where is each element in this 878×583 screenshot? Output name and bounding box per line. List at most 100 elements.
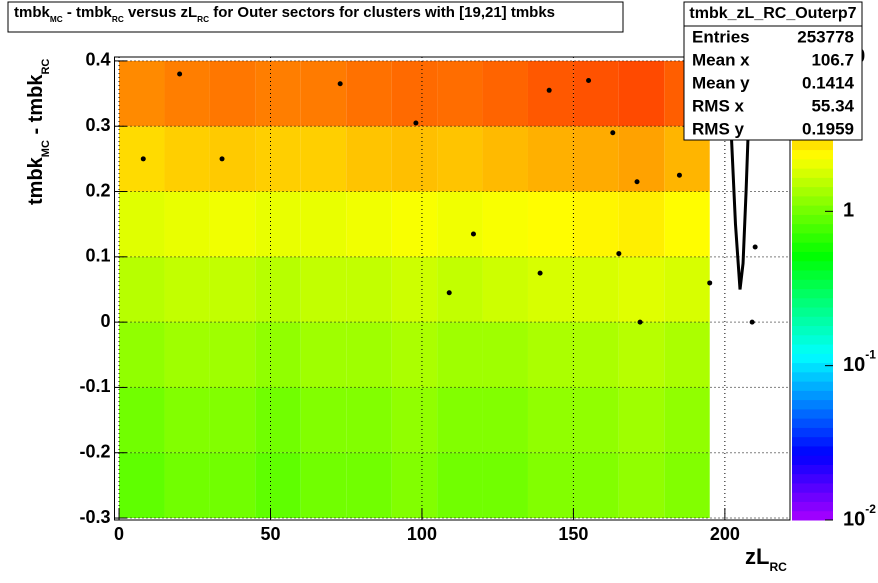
heat-cell xyxy=(437,452,483,519)
y-tick-label: -0.1 xyxy=(79,376,110,396)
palette-swatch xyxy=(792,223,833,234)
stats-key: RMS y xyxy=(692,119,745,138)
profile-point xyxy=(676,172,682,178)
heat-cell xyxy=(482,191,528,257)
heat-cell xyxy=(209,387,256,453)
profile-point xyxy=(707,280,713,286)
stats-value: 55.34 xyxy=(811,96,854,115)
profile-point xyxy=(749,319,755,325)
chart-title: tmbkMC - tmbkRC versus zLRC for Outer se… xyxy=(14,4,555,24)
palette-swatch xyxy=(792,149,833,160)
palette-swatch xyxy=(792,371,833,382)
palette-swatch xyxy=(792,455,833,465)
heat-cell xyxy=(618,191,665,257)
z-tick-label: 10-2 xyxy=(843,502,876,530)
heat-cell xyxy=(437,126,483,192)
palette-swatch xyxy=(792,297,833,308)
heat-cell xyxy=(618,322,665,388)
heat-cell xyxy=(391,191,438,257)
heat-cell xyxy=(119,256,165,323)
stats-value: 106.7 xyxy=(811,50,854,69)
chart-title-part: tmbk xyxy=(14,4,50,21)
heat-cell xyxy=(527,256,574,323)
heat-cell xyxy=(482,322,528,388)
heat-cell xyxy=(391,387,438,453)
heat-cell xyxy=(527,60,574,127)
palette-swatch xyxy=(792,140,833,151)
heat-cell xyxy=(164,60,210,127)
profile-point xyxy=(586,78,592,84)
heat-cell xyxy=(119,191,165,257)
palette-swatch xyxy=(792,177,833,188)
palette-swatch xyxy=(792,158,833,169)
heat-cell xyxy=(527,452,574,519)
heat-cell xyxy=(209,60,256,127)
heat-cell xyxy=(664,452,710,519)
heat-cell xyxy=(573,256,619,323)
palette-swatch xyxy=(792,445,833,456)
heat-cell xyxy=(618,60,665,127)
plot-border xyxy=(114,56,791,521)
heat-cell xyxy=(391,256,438,323)
heat-cell xyxy=(527,387,574,453)
palette-swatch xyxy=(792,473,833,484)
heat-cell xyxy=(346,256,392,323)
palette-swatch xyxy=(792,353,833,364)
heat-cell xyxy=(346,60,392,127)
palette-swatch xyxy=(792,501,833,512)
heat-cell xyxy=(255,387,301,453)
profile-point xyxy=(537,270,543,276)
heat-cell xyxy=(164,322,210,388)
heat-cell xyxy=(255,452,301,519)
heat-cell xyxy=(255,126,301,192)
heat-cell xyxy=(527,191,574,257)
y-axis-label-part: MC xyxy=(40,140,52,157)
heat-cell xyxy=(300,256,347,323)
palette-swatch xyxy=(792,464,833,475)
stats-key: Mean x xyxy=(692,50,750,69)
profile-point xyxy=(752,244,758,250)
stats-box xyxy=(683,1,863,141)
y-tick-label: 0.1 xyxy=(85,246,110,266)
y-axis-label-part: tmbk xyxy=(25,156,47,205)
heat-cell xyxy=(482,60,528,127)
heat-cell xyxy=(300,387,347,453)
chart-title-part: MC xyxy=(50,15,63,24)
heat-cell xyxy=(209,322,256,388)
profile-point xyxy=(470,231,476,237)
y-tick-label: 0.3 xyxy=(85,115,110,135)
stats-key: RMS x xyxy=(692,96,745,115)
palette-swatch xyxy=(792,408,833,419)
palette-swatch xyxy=(792,427,833,438)
y-tick-label: 0 xyxy=(100,311,110,331)
heat-cell xyxy=(437,256,483,323)
heat-cell xyxy=(573,60,619,127)
stats-value: 0.1414 xyxy=(802,73,855,92)
x-axis-label-part: zL xyxy=(745,544,769,569)
heat-cell xyxy=(437,322,483,388)
chart-title-part: RC xyxy=(112,15,124,24)
y-axis-label-part: - tmbk xyxy=(25,74,47,140)
heat-cell xyxy=(300,126,347,192)
heat-cell xyxy=(346,452,392,519)
palette-swatch xyxy=(792,482,833,493)
heat-cell xyxy=(437,387,483,453)
heat-cell xyxy=(664,387,710,453)
x-tick-label: 50 xyxy=(260,524,280,544)
x-axis-label-part: RC xyxy=(769,560,787,574)
heat-cell xyxy=(300,452,347,519)
heat-cell xyxy=(437,191,483,257)
profile-point xyxy=(337,81,343,87)
stats-key: Entries xyxy=(692,27,750,46)
stats-value: 0.1959 xyxy=(802,119,854,138)
z-tick-exponent: -1 xyxy=(865,348,876,362)
palette-swatch xyxy=(792,279,833,289)
palette-swatch xyxy=(792,269,833,280)
palette-swatch xyxy=(792,168,833,178)
profile-point xyxy=(446,290,452,296)
heat-cell xyxy=(164,256,210,323)
heat-cell xyxy=(300,60,347,127)
heat-cell xyxy=(209,452,256,519)
heat-cell xyxy=(255,322,301,388)
